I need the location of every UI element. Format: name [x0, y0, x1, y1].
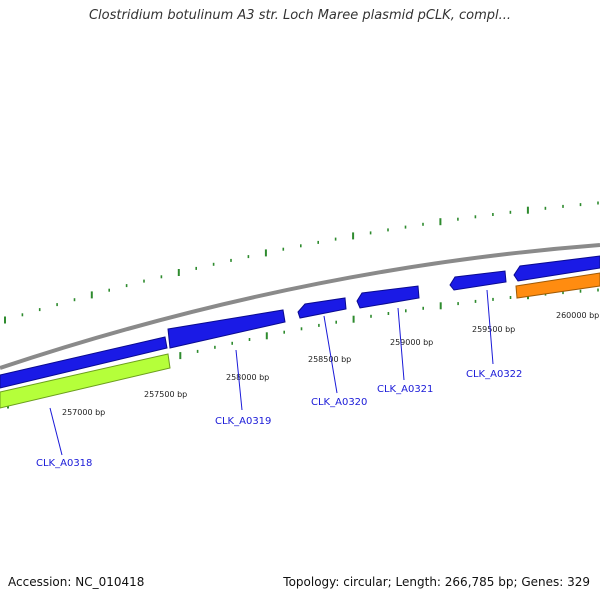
gene-arrow-orange[interactable]	[515, 272, 600, 299]
gene-arrow-0321[interactable]	[356, 285, 420, 309]
gene-arrow-next[interactable]	[513, 255, 600, 282]
tick-label: 258000 bp	[226, 373, 269, 382]
gene-labels: CLK_A0318 CLK_A0319 CLK_A0320 CLK_A0321 …	[36, 369, 522, 469]
gene-label-clk-a0318[interactable]: CLK_A0318	[36, 458, 92, 469]
gene-arrow-0320[interactable]	[297, 297, 347, 319]
forward-genes	[0, 255, 600, 389]
gene-label-clk-a0319[interactable]: CLK_A0319	[215, 416, 271, 427]
gene-label-clk-a0322[interactable]: CLK_A0322	[466, 369, 522, 380]
tick-label: 259000 bp	[390, 338, 433, 347]
tick-label: 257500 bp	[144, 390, 187, 399]
accession-text: Accession: NC_010418	[8, 575, 145, 589]
gene-label-clk-a0320[interactable]: CLK_A0320	[311, 397, 367, 408]
gene-arrow-0319[interactable]	[167, 309, 286, 349]
gene-arrow-0322[interactable]	[449, 270, 507, 291]
map-title: Clostridium botulinum A3 str. Loch Maree…	[88, 8, 511, 23]
topology-summary: Topology: circular; Length: 266,785 bp; …	[283, 575, 590, 589]
tick-labels: 257000 bp 257500 bp 258000 bp 258500 bp …	[62, 311, 599, 417]
tick-label: 259500 bp	[472, 325, 515, 334]
backbone-line	[0, 243, 600, 370]
gene-arrow-0318-forward[interactable]	[0, 336, 168, 389]
tick-label: 257000 bp	[62, 408, 105, 417]
gene-label-clk-a0321[interactable]: CLK_A0321	[377, 384, 433, 395]
outer-tick-ring	[4, 201, 599, 324]
tick-label: 258500 bp	[308, 355, 351, 364]
gene-leader-lines	[49, 289, 494, 456]
gene-arrow-0318[interactable]	[0, 353, 171, 409]
tick-label: 260000 bp	[556, 311, 599, 320]
